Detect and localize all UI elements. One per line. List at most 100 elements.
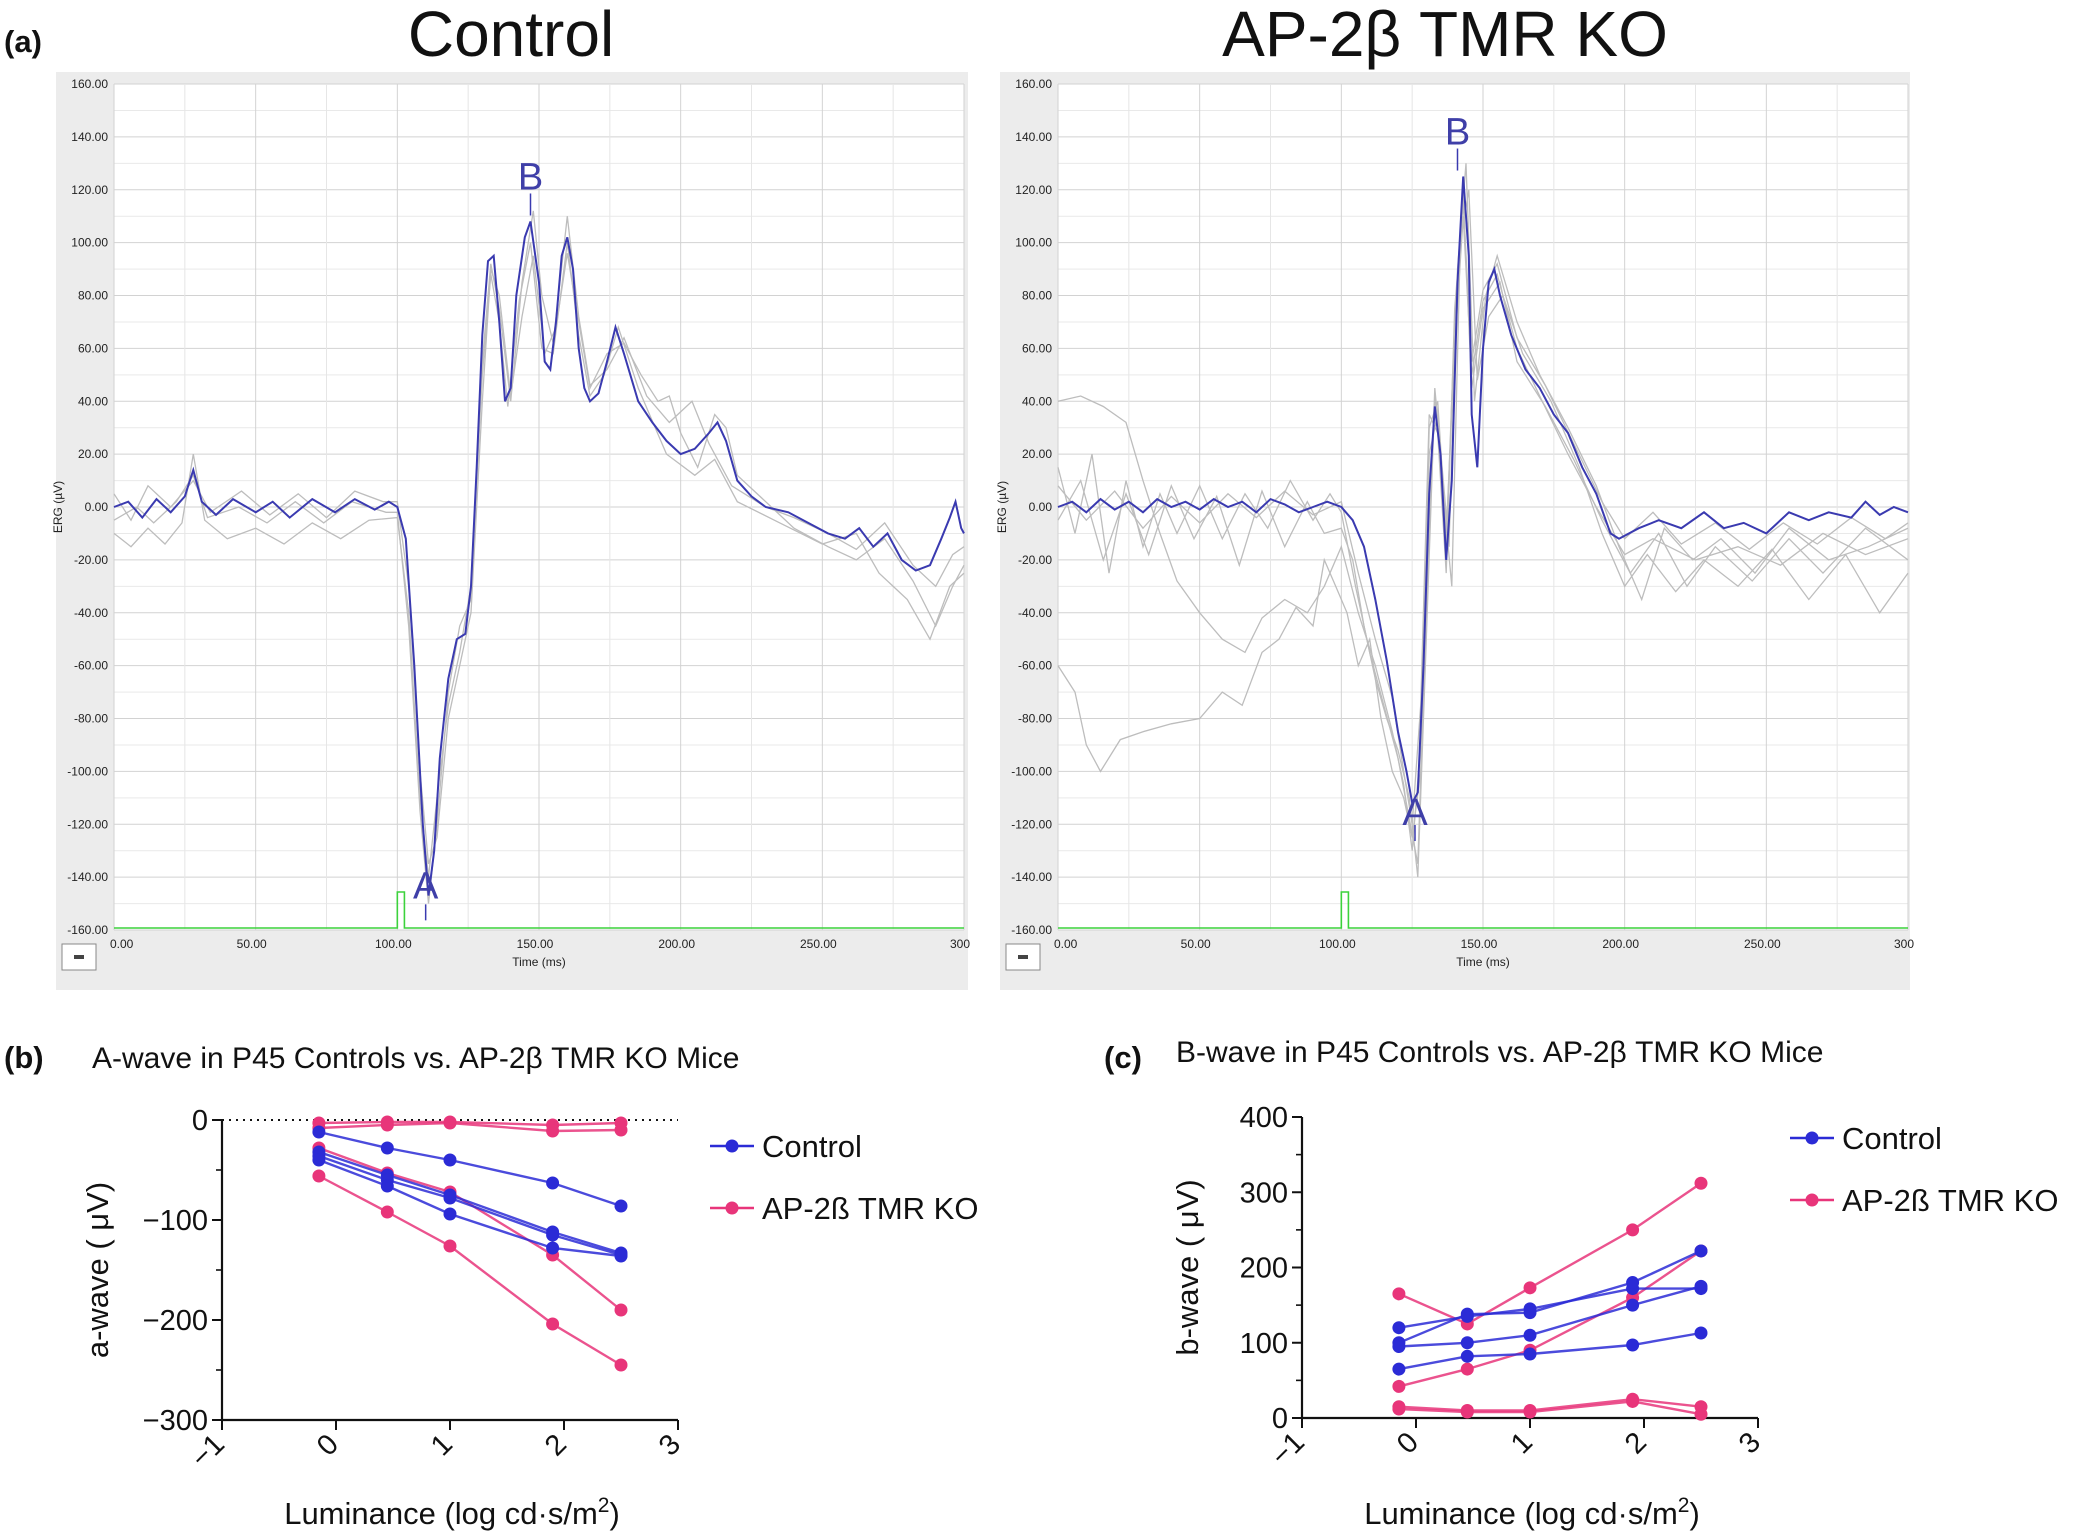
- data-point: [1694, 1279, 1708, 1293]
- erg-x-tick-label: 150.00: [1461, 937, 1498, 951]
- a-wave-title: A-wave in P45 Controls vs. AP-2β TMR KO …: [92, 1042, 739, 1075]
- data-point: [1626, 1276, 1640, 1290]
- erg-y-tick-label: 40.00: [78, 394, 108, 408]
- erg-y-tick-label: 60.00: [1022, 341, 1052, 355]
- legend-label-control: Control: [762, 1129, 862, 1164]
- data-point: [614, 1249, 628, 1263]
- x-axis-label: Luminance (log cd·s/m2): [284, 1494, 620, 1531]
- data-point: [1694, 1326, 1708, 1340]
- legend-label-ko: AP-2ß TMR KO: [1842, 1183, 2058, 1218]
- erg-y-axis-label: ERG (µV): [995, 481, 1009, 533]
- erg-y-tick-label: 80.00: [78, 289, 108, 303]
- erg-x-tick-label: 150.00: [517, 937, 554, 951]
- data-point: [443, 1153, 457, 1167]
- erg-y-tick-label: 120.00: [1015, 183, 1052, 197]
- erg-x-tick-label: 50.00: [1181, 937, 1211, 951]
- data-point: [614, 1199, 628, 1213]
- data-point: [1392, 1402, 1406, 1416]
- legend-swatch-marker: [1805, 1193, 1819, 1207]
- legend-swatch-marker: [725, 1139, 739, 1153]
- y-axis-label: a-wave ( μV): [80, 1182, 115, 1358]
- erg-x-tick-label: 200.00: [658, 937, 695, 951]
- erg-y-tick-label: 140.00: [1015, 130, 1052, 144]
- erg-y-tick-label: -100.00: [1011, 764, 1052, 778]
- erg-mean-trace: [113, 221, 965, 896]
- erg-y-tick-label: 0.00: [85, 500, 109, 514]
- data-point: [1523, 1281, 1537, 1295]
- erg-y-tick-label: -100.00: [67, 764, 108, 778]
- panel-label-c: (c): [1104, 1040, 1142, 1075]
- erg-peak-label-b: B: [518, 156, 543, 198]
- legend-swatch-marker: [1805, 1131, 1819, 1145]
- series-control: [312, 1125, 628, 1213]
- erg-y-tick-label: -60.00: [1018, 659, 1052, 673]
- data-point: [443, 1191, 457, 1205]
- erg-x-tick-label: 100.00: [375, 937, 412, 951]
- erg-x-tick-label: 300: [1894, 937, 1914, 951]
- erg-stimulus-marker: [114, 891, 964, 929]
- b-wave-title: B-wave in P45 Controls vs. AP-2β TMR KO …: [1176, 1036, 1823, 1069]
- erg-y-tick-label: -40.00: [74, 606, 108, 620]
- data-point: [443, 1207, 457, 1221]
- data-point: [614, 1358, 628, 1372]
- erg-y-tick-label: 160.00: [71, 77, 108, 91]
- erg-y-tick-label: 0.00: [1029, 500, 1053, 514]
- data-point: [546, 1317, 560, 1331]
- erg-y-tick-label: -160.00: [67, 923, 108, 937]
- erg-y-tick-label: -20.00: [74, 553, 108, 567]
- erg-y-tick-label: -120.00: [67, 817, 108, 831]
- data-point: [1460, 1336, 1474, 1350]
- erg-x-axis-label: Time (ms): [512, 955, 566, 969]
- legend-swatch-marker: [725, 1201, 739, 1215]
- data-point: [1392, 1379, 1406, 1393]
- data-point: [312, 1169, 326, 1183]
- erg-x-tick-label: 250.00: [800, 937, 837, 951]
- erg-x-tick-label: 0.00: [110, 937, 134, 951]
- erg-y-tick-label: -140.00: [1011, 870, 1052, 884]
- erg-x-tick-label: 250.00: [1744, 937, 1781, 951]
- data-point: [1460, 1362, 1474, 1376]
- erg-x-tick-label: 200.00: [1602, 937, 1639, 951]
- erg-y-tick-label: 60.00: [78, 341, 108, 355]
- data-point: [1392, 1340, 1406, 1354]
- data-point: [1460, 1405, 1474, 1419]
- erg-individual-trace: [1057, 189, 1909, 878]
- erg-y-axis-label: ERG (µV): [51, 481, 65, 533]
- x-axis-label: Luminance (log cd·s/m2): [1364, 1494, 1700, 1531]
- y-tick-label: −200: [143, 1305, 208, 1337]
- y-tick-label: 200: [1240, 1253, 1288, 1285]
- erg-y-tick-label: -80.00: [1018, 712, 1052, 726]
- data-point: [312, 1153, 326, 1167]
- series-control: [1392, 1279, 1708, 1354]
- erg-y-tick-label: 160.00: [1015, 77, 1052, 91]
- data-point: [1523, 1405, 1537, 1419]
- erg-ko-chart: 160.00 140.00 120.00 100.00 80.00 60.00 40.00 2…: [995, 72, 1914, 990]
- erg-y-tick-label: -140.00: [67, 870, 108, 884]
- legend-label-ko: AP-2ß TMR KO: [762, 1191, 978, 1226]
- y-tick-label: −300: [143, 1405, 208, 1437]
- legend-label-control: Control: [1842, 1121, 1942, 1156]
- data-point: [1460, 1307, 1474, 1321]
- data-point: [1523, 1306, 1537, 1320]
- series-ko: [312, 1169, 628, 1372]
- erg-y-tick-label: 40.00: [1022, 394, 1052, 408]
- erg-stimulus-marker: [1058, 891, 1908, 929]
- erg-y-tick-label: -20.00: [1018, 553, 1052, 567]
- y-tick-label: −100: [143, 1205, 208, 1237]
- panel-label-b: (b): [4, 1040, 44, 1075]
- data-point: [380, 1205, 394, 1219]
- erg-x-tick-label: 300: [950, 937, 970, 951]
- data-point: [546, 1241, 560, 1255]
- series-control: [312, 1153, 628, 1263]
- erg-x-tick-label: 50.00: [237, 937, 267, 951]
- erg-trough-label-a: A: [1402, 792, 1428, 834]
- erg-mean-trace: [1057, 176, 1909, 807]
- data-point: [1626, 1223, 1640, 1237]
- data-point: [1694, 1407, 1708, 1421]
- data-point: [1694, 1244, 1708, 1258]
- data-point: [312, 1125, 326, 1139]
- panel-label-a: (a): [4, 24, 42, 59]
- erg-y-tick-label: -160.00: [1011, 923, 1052, 937]
